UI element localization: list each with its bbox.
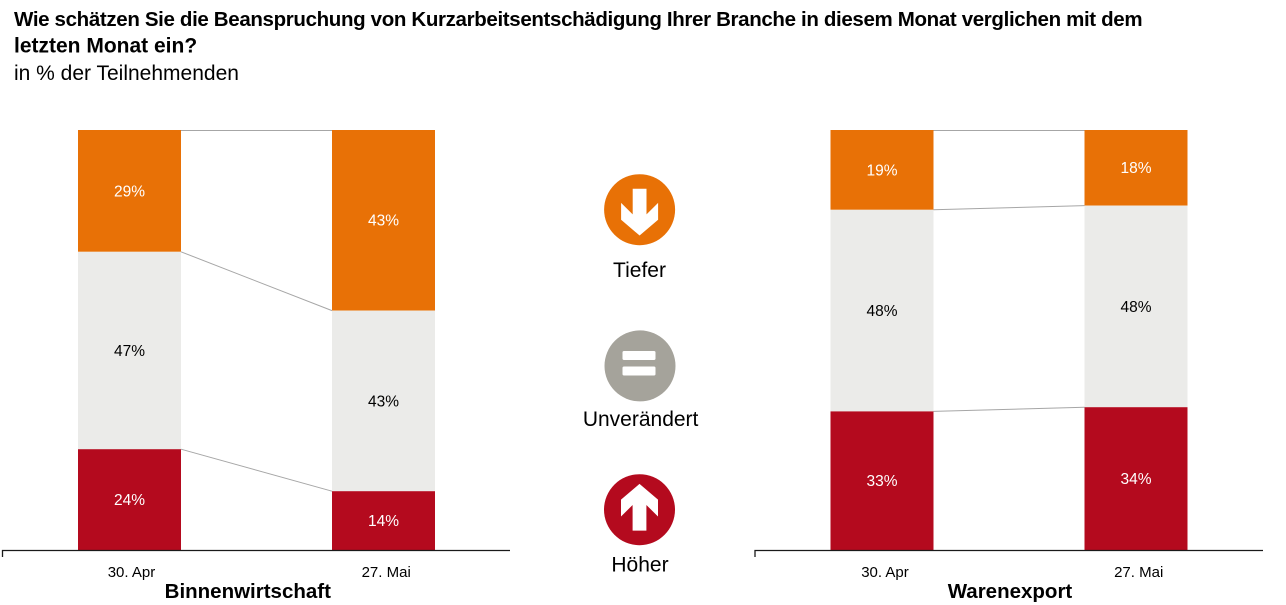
svg-text:18%: 18% (1120, 160, 1151, 177)
svg-text:Binnenwirtschaft: Binnenwirtschaft (165, 580, 331, 603)
svg-text:30. Apr: 30. Apr (108, 564, 156, 581)
svg-text:27. Mai: 27. Mai (362, 564, 411, 581)
svg-text:Wie schätzen Sie die Beanspruc: Wie schätzen Sie die Beanspruchung von K… (14, 8, 1142, 31)
svg-text:14%: 14% (368, 513, 399, 530)
svg-text:27. Mai: 27. Mai (1114, 564, 1163, 581)
svg-text:48%: 48% (1120, 299, 1151, 316)
svg-text:33%: 33% (866, 473, 897, 490)
svg-text:Unverändert: Unverändert (583, 408, 699, 431)
svg-text:Tiefer: Tiefer (613, 259, 666, 282)
svg-text:19%: 19% (866, 162, 897, 179)
svg-text:in % der Teilnehmenden: in % der Teilnehmenden (14, 62, 239, 85)
svg-text:48%: 48% (866, 303, 897, 320)
svg-text:Höher: Höher (611, 554, 668, 577)
svg-text:24%: 24% (114, 492, 145, 509)
svg-text:30. Apr: 30. Apr (861, 564, 909, 581)
svg-text:letzten Monat ein?: letzten Monat ein? (14, 35, 197, 58)
svg-text:34%: 34% (1120, 471, 1151, 488)
svg-text:Warenexport: Warenexport (948, 580, 1073, 603)
svg-text:47%: 47% (114, 343, 145, 360)
svg-text:29%: 29% (114, 183, 145, 200)
svg-text:43%: 43% (368, 393, 399, 410)
svg-text:43%: 43% (368, 213, 399, 230)
